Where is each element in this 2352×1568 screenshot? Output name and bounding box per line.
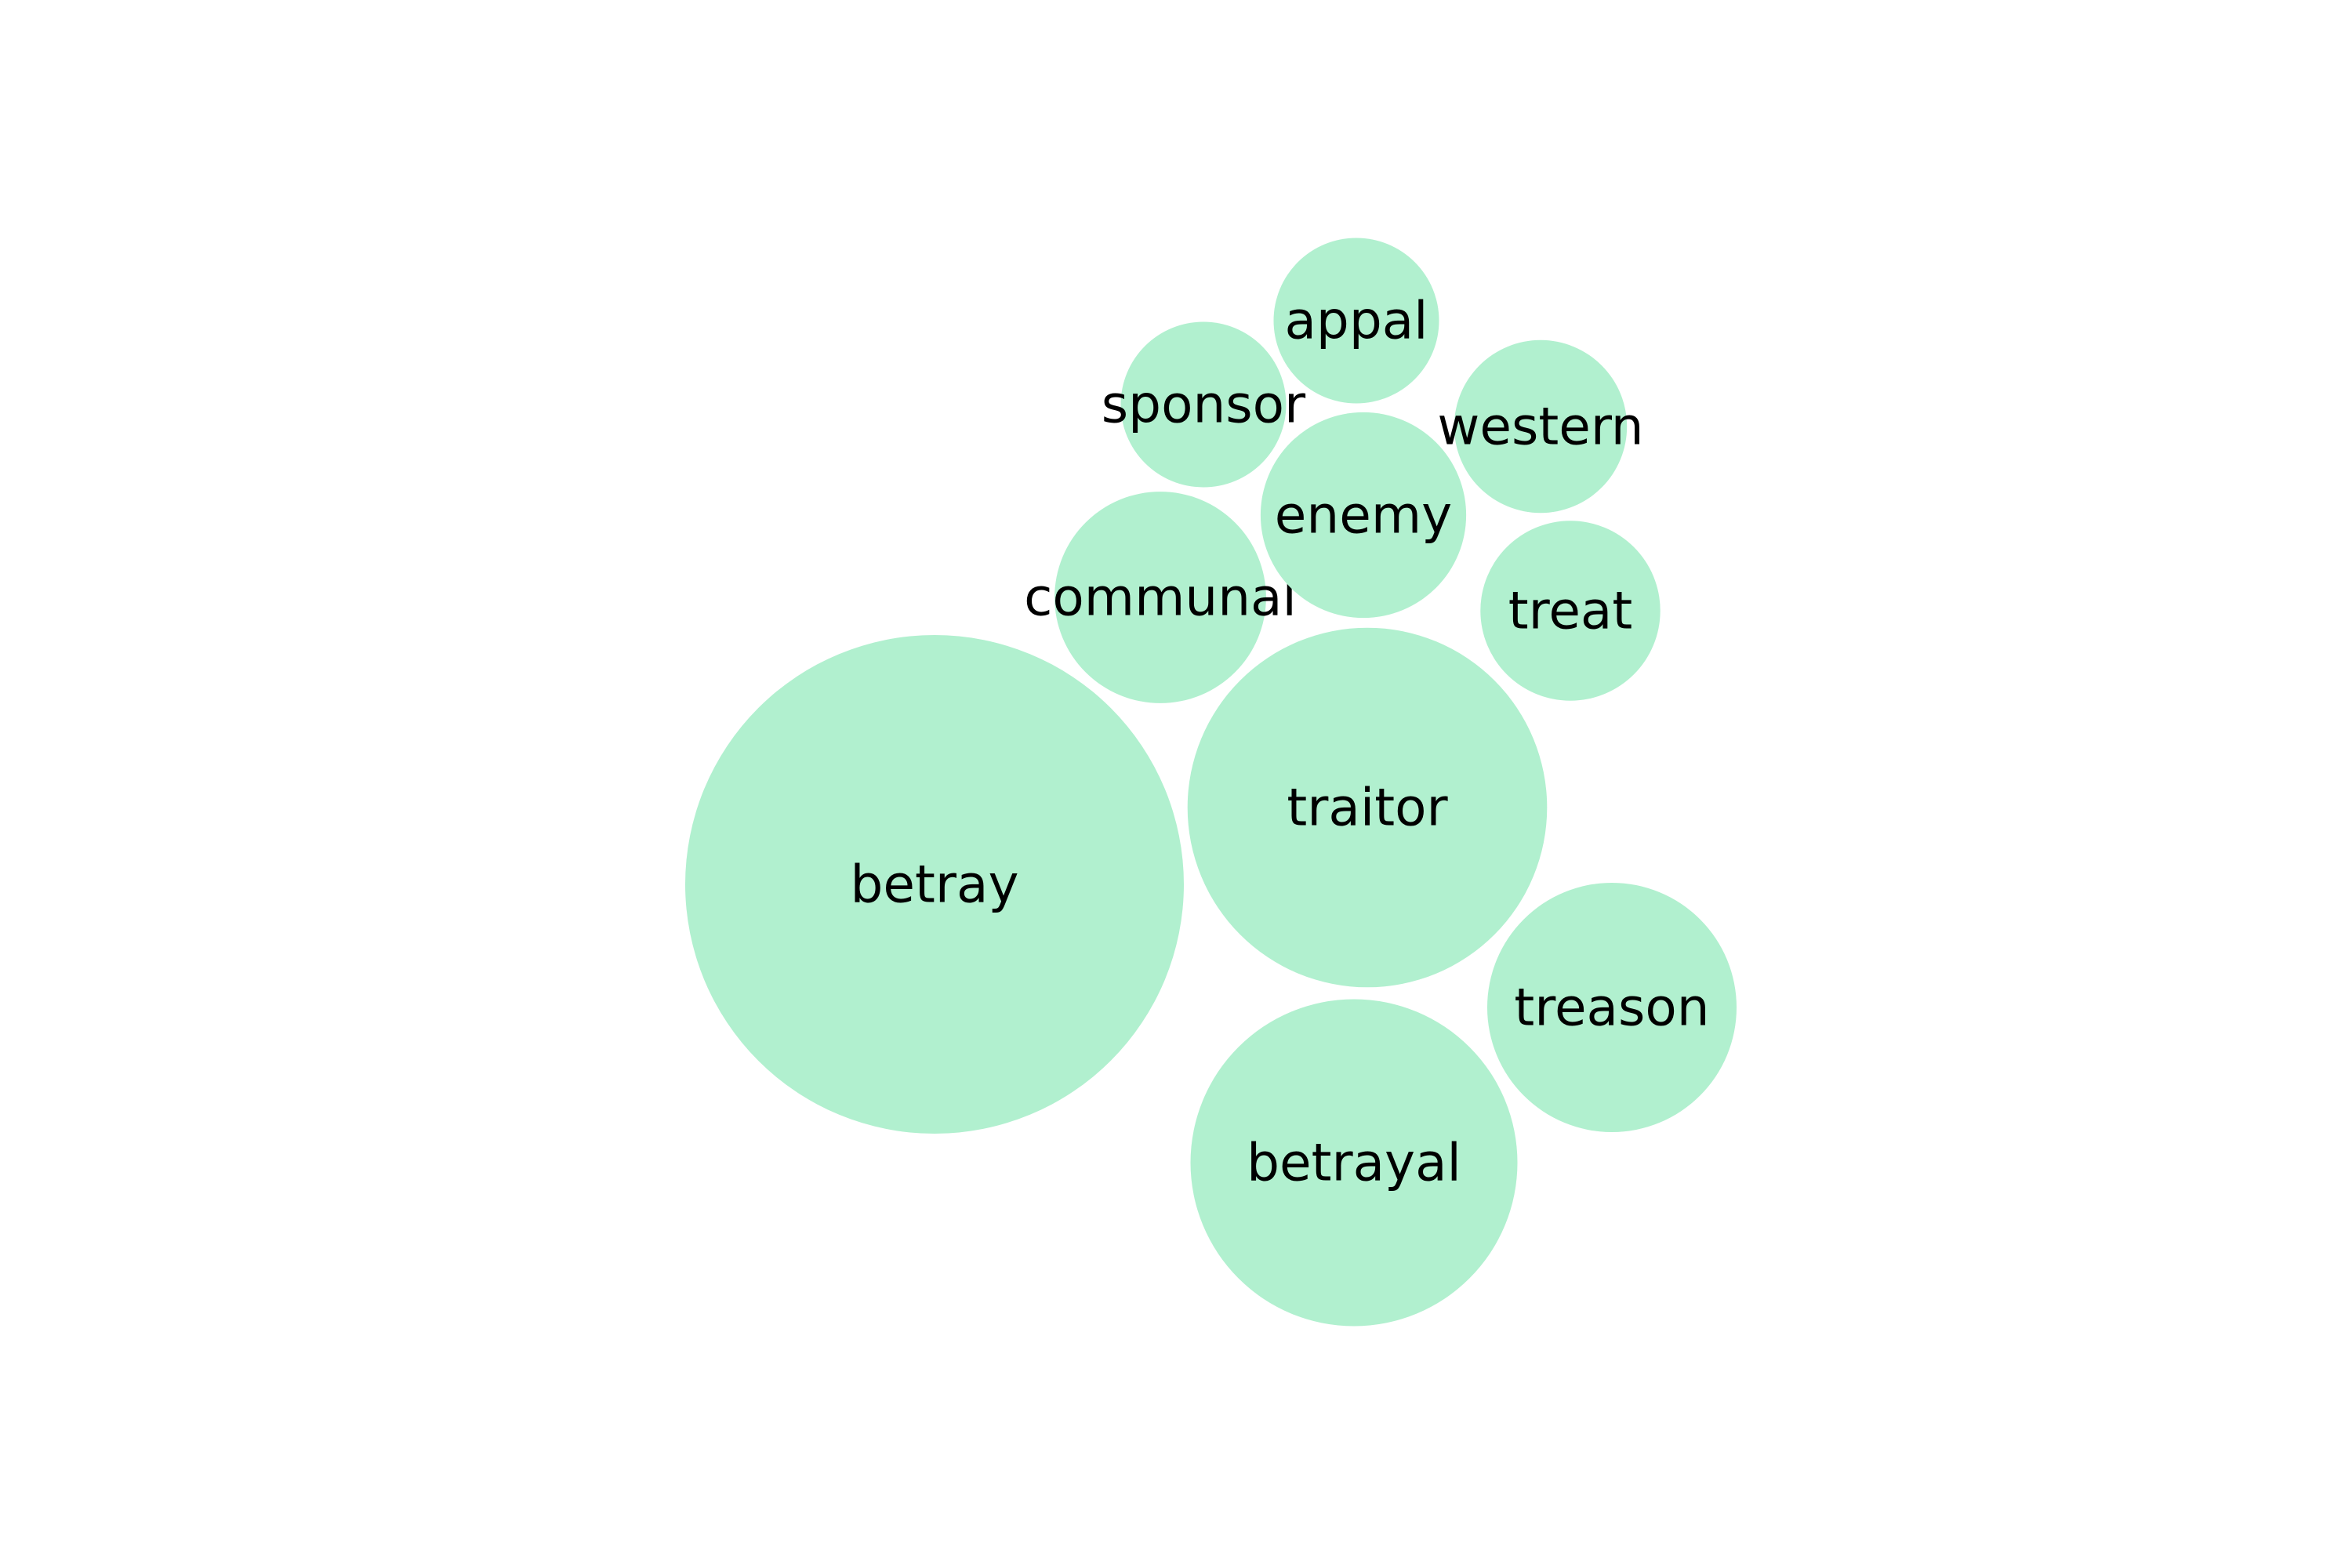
bubble-circle-traitor xyxy=(1187,627,1548,988)
bubble-circle-betray xyxy=(685,635,1184,1134)
bubbles-layer: betray traitor betrayal treason communal enem… xyxy=(685,238,1737,1327)
bubble-label-treason: treason xyxy=(1514,978,1709,1038)
bubble-betrayal: betrayal xyxy=(1190,999,1518,1327)
bubble-enemy: enemy xyxy=(1260,412,1467,619)
bubble-appal: appal xyxy=(1273,238,1439,404)
bubble-circle-sponsor xyxy=(1120,321,1287,488)
bubble-label-betray: betray xyxy=(850,855,1018,915)
bubble-circle-treason xyxy=(1487,883,1737,1132)
bubble-communal: communal xyxy=(1024,492,1297,703)
bubble-label-treat: treat xyxy=(1508,581,1633,641)
bubble-betray: betray xyxy=(685,635,1184,1134)
bubble-circle-communal xyxy=(1054,492,1266,703)
bubble-treason: treason xyxy=(1487,883,1737,1132)
bubble-label-appal: appal xyxy=(1284,291,1428,351)
bubble-sponsor: sponsor xyxy=(1102,321,1306,488)
bubble-label-western: western xyxy=(1437,397,1643,457)
bubble-label-betrayal: betrayal xyxy=(1247,1133,1461,1193)
bubble-traitor: traitor xyxy=(1187,627,1548,988)
bubble-western: western xyxy=(1437,339,1644,514)
bubble-label-sponsor: sponsor xyxy=(1102,375,1306,435)
bubble-treat: treat xyxy=(1480,521,1661,701)
bubble-label-traitor: traitor xyxy=(1287,778,1448,838)
bubble-circle-betrayal xyxy=(1190,999,1518,1327)
bubble-circle-enemy xyxy=(1260,412,1467,619)
bubble-label-enemy: enemy xyxy=(1275,485,1452,546)
bubble-circle-appal xyxy=(1273,238,1439,404)
bubble-circle-treat xyxy=(1480,521,1661,701)
bubble-label-communal: communal xyxy=(1024,568,1297,628)
bubble-circle-western xyxy=(1454,339,1628,514)
